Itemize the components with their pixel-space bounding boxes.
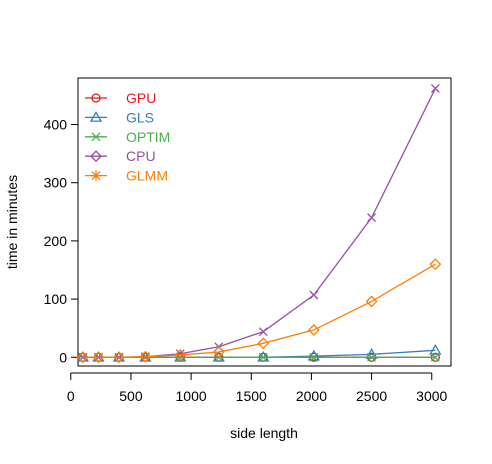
data-point-optim xyxy=(258,352,268,362)
x-tick-label: 1500 xyxy=(236,388,267,404)
legend-marker-cpu xyxy=(90,150,102,163)
legend-item-gls: GLS xyxy=(85,109,154,125)
series-cpu xyxy=(78,84,440,362)
data-point-glmm xyxy=(112,351,125,364)
data-point-optim xyxy=(309,352,319,362)
data-point-glmm xyxy=(139,350,152,363)
data-point-glmm xyxy=(257,337,270,350)
x-tick-label: 0 xyxy=(67,388,75,404)
x-tick-label: 500 xyxy=(119,388,143,404)
data-point-glmm xyxy=(365,295,378,308)
y-tick-label: 400 xyxy=(44,117,68,133)
legend-marker-optim xyxy=(91,132,101,142)
y-axis: 0 100 200 300 400 xyxy=(44,117,79,365)
data-point-glmm xyxy=(174,349,187,361)
legend-label-cpu: CPU xyxy=(126,148,156,164)
legend-marker-gpu xyxy=(91,93,101,103)
x-tick-label: 1000 xyxy=(176,388,207,404)
data-point-glmm xyxy=(92,351,105,364)
legend-item-gpu: GPU xyxy=(85,90,156,106)
x-tick-label: 2500 xyxy=(356,388,387,404)
data-point-gls xyxy=(429,343,442,355)
data-point-optim xyxy=(430,352,440,362)
legend-marker-gls xyxy=(89,111,103,122)
series-gls xyxy=(76,343,442,362)
data-point-cpu xyxy=(309,290,319,300)
data-point-glmm xyxy=(76,351,89,364)
legend-item-glmm: GLMM xyxy=(85,168,168,184)
data-point-optim xyxy=(367,352,377,362)
series-layer xyxy=(76,84,442,364)
y-tick-label: 300 xyxy=(44,175,68,191)
legend-item-cpu: CPU xyxy=(85,148,156,164)
data-point-cpu xyxy=(367,213,377,223)
y-tick-label: 0 xyxy=(59,349,67,365)
y-tick-label: 200 xyxy=(44,233,68,249)
data-point-cpu xyxy=(430,84,440,93)
legend-marker-glmm xyxy=(90,170,102,181)
legend-label-gls: GLS xyxy=(126,109,154,125)
x-tick-label: 2000 xyxy=(296,388,327,404)
legend-label-gpu: GPU xyxy=(126,90,156,106)
data-point-glmm xyxy=(212,346,225,358)
x-axis: 0 500 1000 1500 2000 2500 3000 xyxy=(67,372,448,404)
legend-label-optim: OPTIM xyxy=(126,129,170,145)
series-line-glmm xyxy=(82,263,436,358)
x-axis-label: side length xyxy=(230,425,298,441)
data-point-glmm xyxy=(429,258,442,271)
y-axis-label: time in minutes xyxy=(4,175,20,269)
series-glmm xyxy=(76,258,442,364)
data-point-cpu xyxy=(258,327,268,337)
x-tick-label: 3000 xyxy=(416,388,447,404)
data-point-glmm xyxy=(307,324,320,336)
legend-label-glmm: GLMM xyxy=(126,168,168,184)
legend: GPU GLS OPTIM CPU GLMM xyxy=(85,90,170,184)
legend-item-optim: OPTIM xyxy=(85,129,170,145)
y-tick-label: 100 xyxy=(44,291,68,307)
